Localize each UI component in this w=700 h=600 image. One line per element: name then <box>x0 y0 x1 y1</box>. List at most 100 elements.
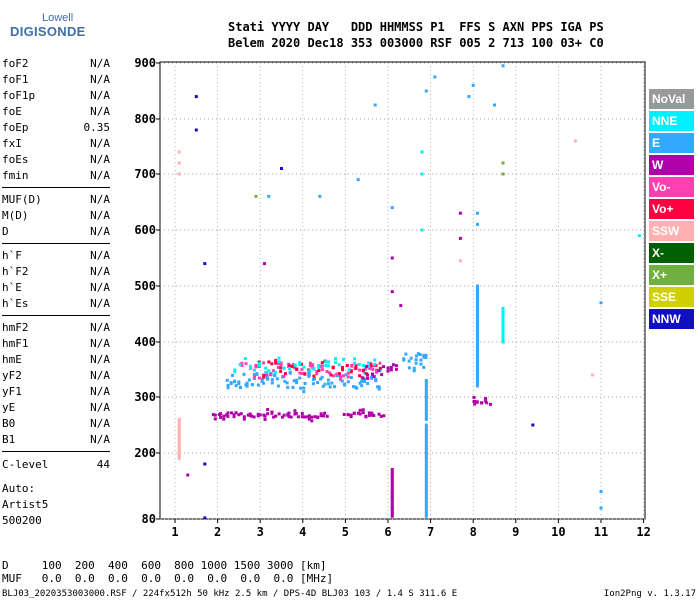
data-point <box>315 370 319 374</box>
data-point <box>424 508 428 512</box>
x-tick-label: 1 <box>171 525 178 539</box>
data-point <box>424 485 428 489</box>
data-point <box>339 375 343 379</box>
clevel-name: C-level <box>2 458 49 471</box>
data-point <box>424 490 428 494</box>
data-point <box>282 366 286 370</box>
data-point <box>330 381 334 385</box>
data-point <box>418 353 422 357</box>
data-point <box>424 477 428 481</box>
data-point <box>475 340 479 344</box>
data-point <box>337 363 341 367</box>
data-point <box>424 492 428 496</box>
data-point <box>295 381 299 385</box>
x-tick-label: 9 <box>512 525 519 539</box>
data-point <box>177 448 181 452</box>
param-name: B0 <box>2 417 16 430</box>
data-point <box>391 363 395 367</box>
data-point <box>407 366 411 370</box>
data-point <box>233 379 237 383</box>
panel-divider <box>2 243 110 244</box>
param-row: hmF1 N/A <box>2 337 110 351</box>
data-point <box>420 228 424 232</box>
data-point <box>424 407 428 411</box>
data-point <box>308 361 312 365</box>
x-tick-label: 3 <box>257 525 264 539</box>
data-point <box>287 362 291 366</box>
data-point <box>386 366 390 370</box>
data-point <box>501 315 505 319</box>
data-point <box>424 514 428 518</box>
data-point <box>312 374 316 378</box>
data-point <box>328 371 332 375</box>
data-point <box>475 322 479 326</box>
data-point <box>475 358 479 362</box>
data-point <box>290 365 294 369</box>
data-point <box>307 417 311 421</box>
data-point <box>279 366 283 370</box>
data-point <box>177 450 181 454</box>
data-point <box>475 380 479 384</box>
data-point <box>311 382 315 386</box>
data-point <box>367 365 371 369</box>
data-point <box>424 510 428 514</box>
data-point <box>177 446 181 450</box>
param-value: N/A <box>90 249 110 262</box>
data-point <box>371 372 375 376</box>
data-point <box>242 372 246 376</box>
data-point <box>350 364 354 368</box>
param-value: 0.35 <box>83 121 111 134</box>
data-point <box>484 396 488 400</box>
data-point <box>315 372 319 376</box>
param-name: M(D) <box>2 209 29 222</box>
data-point <box>475 295 479 299</box>
data-point <box>370 411 374 415</box>
data-point <box>282 374 286 378</box>
data-point <box>289 415 293 419</box>
x-tick-label: 7 <box>427 525 434 539</box>
data-point <box>424 400 428 404</box>
param-row: foF2 N/A <box>2 57 110 71</box>
data-point <box>390 501 394 505</box>
legend-item: X+ <box>649 265 694 285</box>
data-point <box>287 411 291 415</box>
param-value: N/A <box>90 209 110 222</box>
data-point <box>394 364 398 368</box>
data-point <box>501 338 505 342</box>
param-value: N/A <box>90 137 110 150</box>
data-point <box>316 416 320 420</box>
data-point <box>390 476 394 480</box>
data-point <box>354 364 358 368</box>
param-name: hmF1 <box>2 337 29 350</box>
data-point <box>390 290 394 294</box>
data-point <box>420 150 424 154</box>
data-point <box>390 481 394 485</box>
y-tick-label: 700 <box>134 167 156 181</box>
param-value: N/A <box>90 369 110 382</box>
legend-item: Vo- <box>649 177 694 197</box>
data-point <box>245 381 249 385</box>
y-tick-label: 600 <box>134 223 156 237</box>
footer-file-info: BLJ03_2020353003000.RSF / 224fx512h 50 k… <box>2 589 458 599</box>
data-point <box>252 415 256 419</box>
plot-frame <box>159 61 646 520</box>
data-point <box>599 301 603 305</box>
data-point <box>293 366 297 370</box>
data-point <box>346 380 350 384</box>
data-point <box>424 383 428 387</box>
data-point <box>475 369 479 373</box>
data-point <box>475 384 479 388</box>
data-point <box>366 376 370 380</box>
data-point <box>433 75 437 79</box>
data-point <box>367 361 371 365</box>
data-point <box>319 414 323 418</box>
param-value: N/A <box>90 353 110 366</box>
data-point <box>424 353 428 357</box>
data-point <box>424 385 428 389</box>
data-point <box>409 356 413 360</box>
data-point <box>213 413 217 417</box>
data-point <box>307 414 311 418</box>
legend-item: NNE <box>649 111 694 131</box>
data-point <box>358 408 362 412</box>
data-point <box>458 236 462 240</box>
